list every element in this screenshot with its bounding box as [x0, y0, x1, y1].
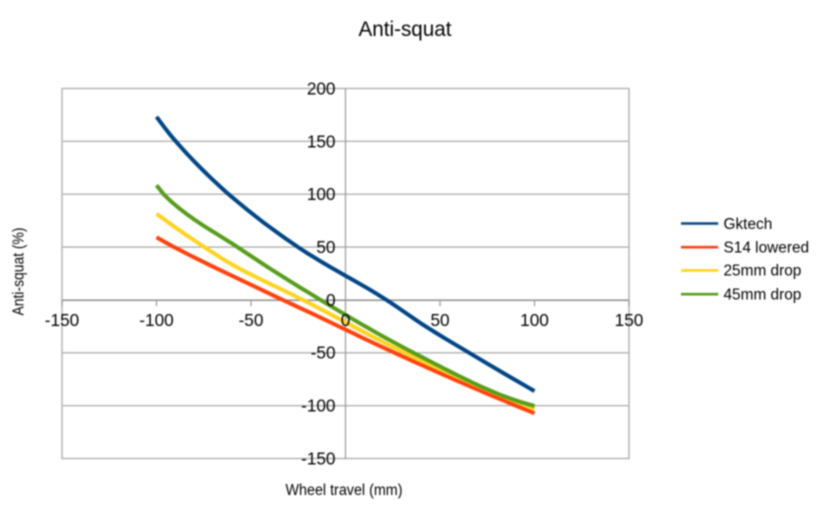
- svg-text:-50: -50: [311, 343, 336, 363]
- svg-text:Anti-squat (%): Anti-squat (%): [10, 228, 27, 316]
- svg-text:45mm drop: 45mm drop: [724, 287, 802, 304]
- svg-text:50: 50: [316, 237, 335, 257]
- svg-text:-100: -100: [139, 310, 173, 330]
- svg-text:Gktech: Gktech: [724, 216, 773, 233]
- svg-text:S14 lowered: S14 lowered: [724, 240, 810, 257]
- svg-text:150: 150: [615, 310, 644, 330]
- svg-text:-100: -100: [301, 396, 335, 416]
- svg-text:-150: -150: [301, 448, 335, 468]
- svg-text:150: 150: [307, 131, 336, 151]
- svg-text:Anti-squat: Anti-squat: [359, 17, 452, 41]
- svg-text:200: 200: [307, 79, 336, 99]
- svg-text:Wheel travel (mm): Wheel travel (mm): [286, 482, 403, 499]
- svg-text:100: 100: [307, 184, 336, 204]
- svg-text:-50: -50: [239, 310, 264, 330]
- svg-text:0: 0: [341, 310, 351, 330]
- svg-text:100: 100: [520, 310, 549, 330]
- svg-text:-150: -150: [45, 310, 79, 330]
- svg-text:0: 0: [326, 290, 336, 310]
- svg-text:25mm drop: 25mm drop: [724, 263, 802, 280]
- svg-text:50: 50: [430, 310, 449, 330]
